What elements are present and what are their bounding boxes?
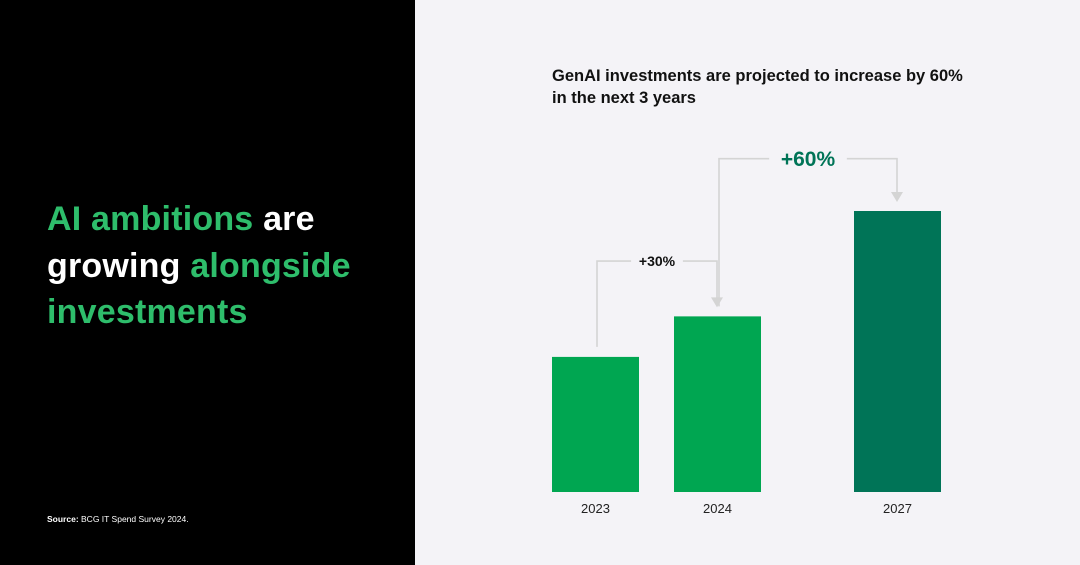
headline-part-5: investments	[47, 293, 248, 331]
source-note: Source: BCG IT Spend Survey 2024.	[47, 514, 189, 524]
source-text: BCG IT Spend Survey 2024.	[78, 514, 189, 524]
growth-arrowhead-2	[891, 192, 903, 202]
x-tick-label-2027: 2027	[883, 501, 912, 516]
growth-connector-1	[596, 260, 718, 347]
headline-part-3: growing	[47, 246, 181, 285]
chart-title: GenAI investments are projected to incre…	[552, 67, 963, 107]
growth-label-2: +60%	[781, 148, 836, 171]
source-label: Source:	[47, 514, 79, 524]
growth-connector-2	[718, 157, 898, 307]
bar-2024	[674, 316, 761, 492]
bar-2023	[552, 356, 639, 492]
headline-part-1: AI ambitions	[47, 200, 254, 238]
bar-2027	[854, 211, 941, 492]
headline-part-2: are	[253, 200, 315, 238]
growth-arrowhead-1	[711, 297, 723, 308]
x-tick-label-2024: 2024	[703, 501, 732, 516]
growth-label-1: +30%	[639, 253, 676, 269]
left-panel: AI ambitions are growing alongside inves…	[0, 0, 415, 565]
x-tick-label-2023: 2023	[581, 501, 610, 516]
headline-part-4: alongside	[180, 246, 351, 285]
headline: AI ambitions are growing alongside inves…	[47, 196, 407, 336]
